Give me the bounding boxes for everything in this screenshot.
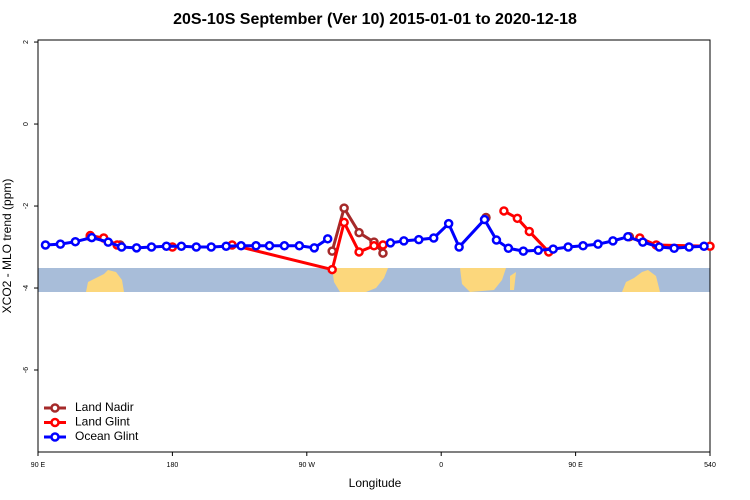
point: [593, 239, 603, 249]
point: [146, 242, 157, 252]
point: [608, 236, 618, 246]
x-tick-label: 540: [704, 462, 716, 469]
point: [518, 246, 529, 256]
point: [533, 245, 544, 256]
point: [327, 246, 337, 256]
x-tick-label: 180: [167, 462, 179, 469]
point: [684, 242, 694, 252]
x-tick-label: 90 E: [31, 462, 46, 469]
point: [699, 241, 709, 251]
point: [414, 234, 424, 245]
y-tick-label: -2: [23, 203, 30, 209]
point: [563, 242, 573, 252]
x-tick-label: 0: [439, 462, 443, 469]
point: [524, 226, 535, 237]
point: [131, 243, 142, 253]
point: [512, 213, 523, 224]
y-tick-label: 0: [23, 122, 30, 126]
point: [479, 214, 490, 225]
point: [221, 241, 231, 251]
point: [176, 241, 187, 251]
point: [55, 239, 66, 249]
series: [40, 214, 709, 256]
point: [638, 237, 648, 247]
point: [654, 242, 664, 252]
legend-label: Ocean Glint: [75, 429, 139, 443]
point: [669, 243, 679, 254]
chart-title: 20S-10S September (Ver 10) 2015-01-01 to…: [173, 11, 577, 28]
point: [40, 240, 51, 250]
point: [206, 242, 216, 252]
point: [454, 242, 464, 252]
point: [339, 217, 349, 228]
point: [548, 244, 558, 254]
point: [354, 227, 364, 238]
point: [428, 233, 439, 243]
point: [264, 241, 275, 251]
point: [399, 236, 409, 246]
point: [369, 241, 379, 251]
y-tick-label: -4: [23, 285, 30, 291]
point: [294, 241, 305, 251]
point: [327, 264, 337, 275]
point: [354, 247, 364, 257]
point: [322, 234, 333, 244]
x-tick-label: 90 E: [568, 462, 583, 469]
point: [70, 236, 81, 247]
point: [161, 241, 172, 251]
x-axis-label: Longitude: [349, 476, 402, 490]
point: [339, 203, 349, 213]
point: [191, 242, 202, 252]
map-band: [38, 268, 710, 292]
point: [279, 241, 290, 251]
point: [443, 218, 454, 229]
point: [503, 243, 514, 254]
x-tick-label: 90 W: [299, 462, 316, 469]
point: [578, 241, 588, 251]
legend-label: Land Nadir: [75, 400, 134, 414]
point: [378, 248, 388, 258]
point: [87, 232, 97, 243]
point: [623, 232, 633, 242]
point: [378, 240, 388, 250]
y-tick-label: 2: [23, 40, 30, 44]
legend-marker: [50, 417, 60, 428]
point: [251, 241, 261, 251]
point: [499, 206, 509, 216]
point: [309, 243, 320, 253]
y-tick-label: -6: [23, 367, 30, 373]
point: [385, 238, 396, 248]
point: [236, 241, 246, 251]
y-axis-label: XCO2 - MLO trend (ppm): [0, 179, 14, 314]
point: [103, 237, 113, 247]
point: [491, 235, 502, 245]
legend-marker: [50, 432, 60, 442]
legend-marker: [50, 403, 60, 413]
point: [116, 242, 127, 252]
legend-label: Land Glint: [75, 415, 130, 429]
